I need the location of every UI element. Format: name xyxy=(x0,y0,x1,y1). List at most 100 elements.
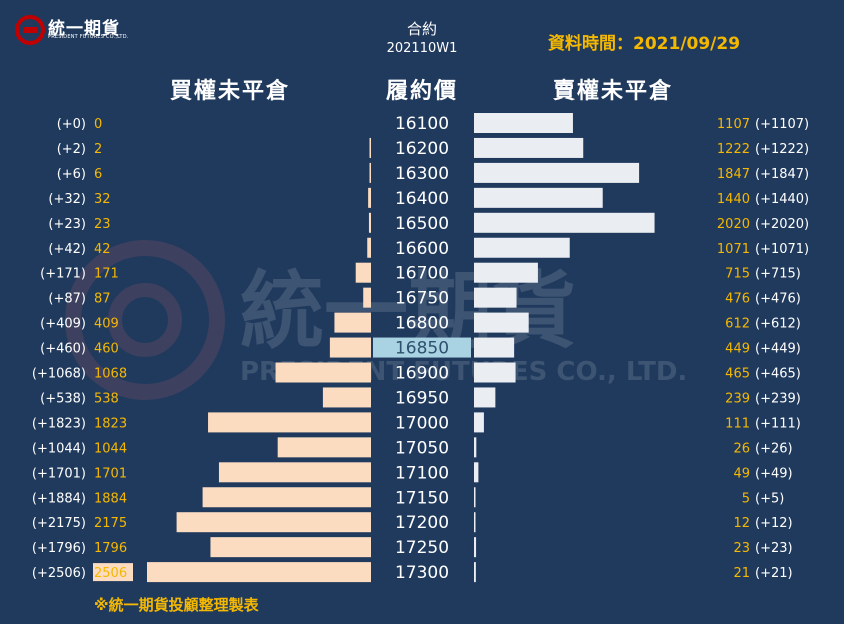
strike-label: 16400 xyxy=(395,189,449,209)
contract-code: 202110W1 xyxy=(386,41,458,56)
call-oi-label: 1884 xyxy=(94,491,127,506)
call-oi-bar xyxy=(369,137,371,158)
call-oi-label: 2 xyxy=(94,142,102,157)
call-change-label: (+460) xyxy=(40,342,86,357)
call-change-label: (+6) xyxy=(57,167,86,182)
put-oi-label: 476 xyxy=(725,292,750,307)
call-oi-bar xyxy=(369,162,371,183)
call-oi-bar xyxy=(176,512,371,533)
put-oi-bar xyxy=(474,562,476,583)
put-oi-bar xyxy=(474,237,570,258)
strike-label: 16200 xyxy=(395,139,449,159)
strike-label: 17100 xyxy=(395,463,449,483)
call-change-label: (+1068) xyxy=(32,367,86,382)
call-oi-bar xyxy=(275,362,371,383)
call-oi-bar xyxy=(367,237,371,258)
strike-label: 16950 xyxy=(395,388,449,408)
strike-label: 16850 xyxy=(395,339,449,359)
call-oi-label: 32 xyxy=(94,192,111,207)
call-oi-bar xyxy=(322,387,371,408)
put-oi-bar xyxy=(474,137,584,158)
put-change-label: (+1071) xyxy=(755,242,809,257)
call-oi-label: 0 xyxy=(94,117,102,132)
call-oi-bar xyxy=(208,412,371,433)
brand-logo-text: 統一期貨 xyxy=(48,19,120,39)
call-change-label: (+2) xyxy=(57,142,86,157)
put-oi-label: 1847 xyxy=(717,167,750,182)
strike-label: 17200 xyxy=(395,513,449,533)
call-oi-bar xyxy=(210,537,371,558)
data-timestamp: 資料時間：2021/09/29 xyxy=(548,34,741,54)
put-change-label: (+239) xyxy=(755,391,801,406)
call-change-label: (+42) xyxy=(48,242,86,257)
put-oi-bar xyxy=(474,337,515,358)
put-change-label: (+465) xyxy=(755,367,801,382)
contract-label: 合約 xyxy=(406,20,437,38)
call-change-label: (+32) xyxy=(48,192,86,207)
call-change-label: (+538) xyxy=(40,391,86,406)
call-change-label: (+1823) xyxy=(32,416,86,431)
call-oi-label: 1701 xyxy=(94,466,127,481)
highlight-strike-cell xyxy=(373,337,471,358)
put-oi-label: 26 xyxy=(733,441,750,456)
call-oi-label: 1068 xyxy=(94,367,127,382)
put-oi-bar xyxy=(474,387,496,408)
strike-label: 17300 xyxy=(395,563,449,583)
put-change-label: (+12) xyxy=(755,516,793,531)
put-oi-label: 239 xyxy=(725,391,750,406)
call-change-label: (+23) xyxy=(48,217,86,232)
call-change-label: (+171) xyxy=(40,267,86,282)
put-change-label: (+49) xyxy=(755,466,793,481)
brand-logo-subtitle: PRESIDENT FUTURES CO.,LTD. xyxy=(48,34,129,40)
put-oi-label: 23 xyxy=(733,541,750,556)
put-oi-label: 12 xyxy=(733,516,750,531)
call-oi-bar xyxy=(363,287,371,308)
call-change-label: (+409) xyxy=(40,317,86,332)
call-change-label: (+1796) xyxy=(32,541,86,556)
call-oi-label: 6 xyxy=(94,167,102,182)
put-change-label: (+26) xyxy=(755,441,793,456)
strike-label: 17150 xyxy=(395,488,449,508)
put-oi-label: 111 xyxy=(725,416,750,431)
put-oi-bar xyxy=(474,287,517,308)
strike-label: 16100 xyxy=(395,114,449,134)
put-oi-label: 1071 xyxy=(717,242,750,257)
strike-label: 17000 xyxy=(395,413,449,433)
put-change-label: (+1107) xyxy=(755,117,809,132)
put-oi-label: 1222 xyxy=(717,142,750,157)
call-oi-label: 2175 xyxy=(94,516,127,531)
put-oi-label: 465 xyxy=(725,367,750,382)
put-oi-header: 賣權未平倉 xyxy=(553,79,674,104)
put-oi-bar xyxy=(474,113,573,133)
put-oi-bar xyxy=(474,512,476,533)
call-oi-bar xyxy=(218,462,371,483)
strike-header: 履約價 xyxy=(386,79,459,104)
put-oi-bar xyxy=(474,162,640,183)
put-change-label: (+23) xyxy=(755,541,793,556)
call-oi-label: 409 xyxy=(94,317,119,332)
put-oi-bar xyxy=(474,262,538,283)
put-change-label: (+1847) xyxy=(755,167,809,182)
put-change-label: (+1222) xyxy=(755,142,809,157)
call-oi-label: 538 xyxy=(94,391,119,406)
watermark-logo-icon xyxy=(65,240,225,400)
call-change-label: (+1701) xyxy=(32,466,86,481)
put-oi-label: 1440 xyxy=(717,192,750,207)
call-oi-label: 1796 xyxy=(94,541,127,556)
put-oi-bar xyxy=(474,412,484,433)
call-oi-header: 買權未平倉 xyxy=(170,79,291,104)
call-oi-label: 42 xyxy=(94,242,111,257)
put-change-label: (+715) xyxy=(755,267,801,282)
put-oi-bar xyxy=(474,487,476,508)
strike-label: 16300 xyxy=(395,164,449,184)
put-oi-label: 449 xyxy=(725,342,750,357)
call-change-label: (+1044) xyxy=(32,441,86,456)
call-oi-bar xyxy=(334,312,371,333)
put-change-label: (+449) xyxy=(755,342,801,357)
strike-label: 16600 xyxy=(395,239,449,259)
strike-label: 16900 xyxy=(395,364,449,384)
call-oi-bar xyxy=(202,487,371,508)
call-change-label: (+2506) xyxy=(32,566,86,581)
put-change-label: (+1440) xyxy=(755,192,809,207)
